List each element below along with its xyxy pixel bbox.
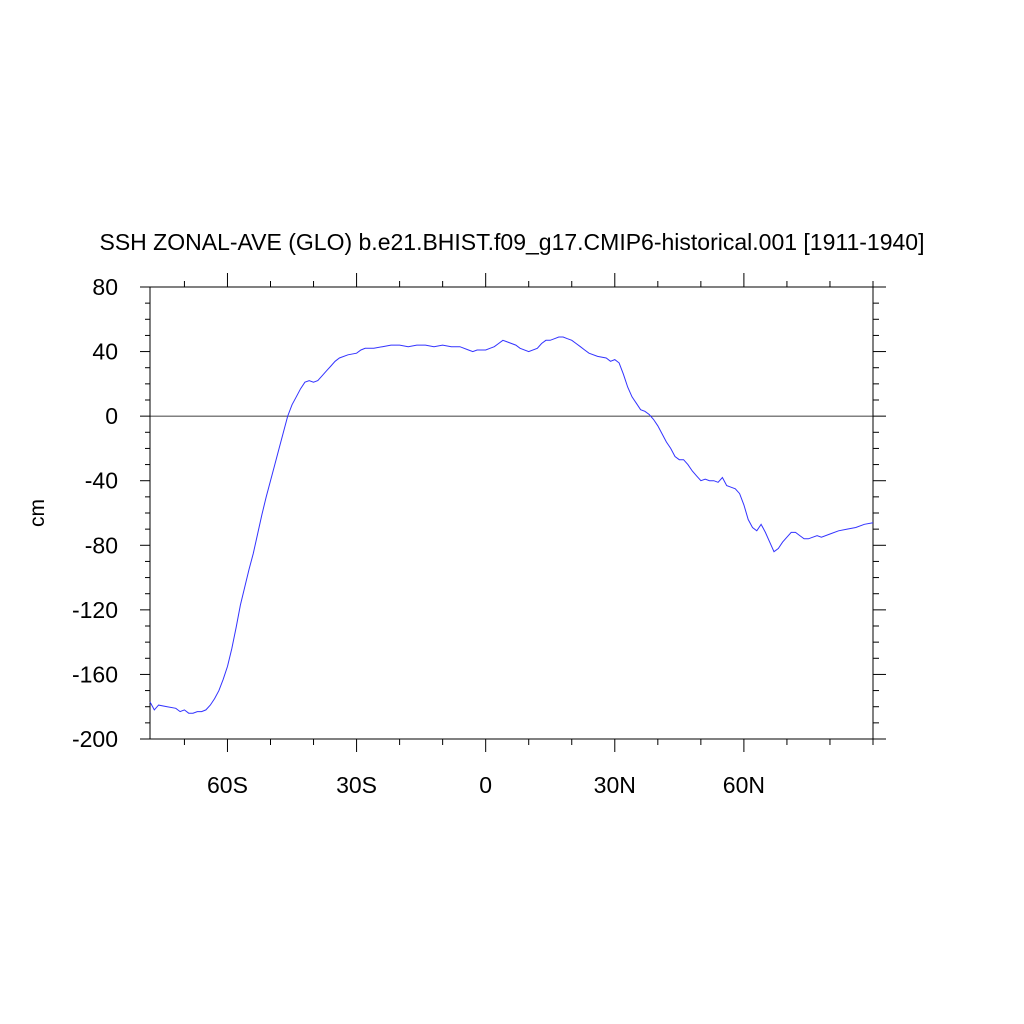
x-tick-label: 30N <box>594 772 636 798</box>
ssh-series-line <box>149 336 874 714</box>
x-tick-label: 0 <box>479 772 492 798</box>
y-tick-label: -40 <box>85 468 118 494</box>
y-tick-label: 80 <box>92 274 118 300</box>
x-tick-label: 60S <box>207 772 248 798</box>
y-tick-label: 40 <box>92 339 118 365</box>
y-tick-label: -120 <box>72 597 118 623</box>
y-tick-label: 0 <box>105 403 118 429</box>
x-tick-label: 30S <box>336 772 377 798</box>
y-tick-label: -160 <box>72 661 118 687</box>
x-axis-ticks: 60S 30S 0 30N 60N <box>207 273 765 798</box>
y-axis-label: cm <box>26 499 49 527</box>
plot-frame <box>149 286 874 740</box>
chart-title: SSH ZONAL-AVE (GLO) b.e21.BHIST.f09_g17.… <box>100 229 925 255</box>
x-tick-label: 60N <box>723 772 765 798</box>
minor-ticks <box>145 281 879 745</box>
y-tick-label: -200 <box>72 726 118 752</box>
y-tick-label: -80 <box>85 532 118 558</box>
y-axis-ticks: 80 40 0 -40 -80 -120 -160 -200 <box>72 274 886 752</box>
